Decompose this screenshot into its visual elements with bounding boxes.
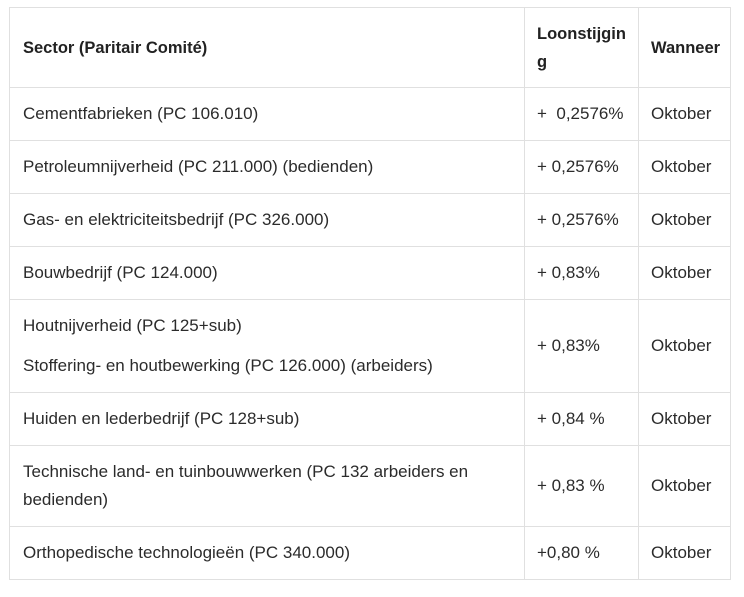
sector-line: Gas- en elektriciteitsbedrijf (PC 326.00… (23, 210, 330, 229)
cell-increase: + 0,83% (524, 299, 639, 393)
cell-increase: +0,80 % (524, 526, 639, 580)
wage-table-container: Sector (Paritair Comité) Loonstijging Wa… (9, 7, 731, 580)
table-header-row: Sector (Paritair Comité) Loonstijging Wa… (9, 7, 731, 88)
cell-when: Oktober (638, 526, 731, 580)
cell-sector: Cementfabrieken (PC 106.010) (9, 87, 525, 141)
sector-line: Orthopedische technologieën (PC 340.000) (23, 543, 350, 562)
cell-when: Oktober (638, 299, 731, 393)
table-row: Bouwbedrijf (PC 124.000) + 0,83% Oktober (9, 246, 731, 300)
table-row: Houtnijverheid (PC 125+sub) Stoffering- … (9, 299, 731, 393)
cell-sector: Petroleumnijverheid (PC 211.000) (bedien… (9, 140, 525, 194)
cell-when: Oktober (638, 445, 731, 527)
cell-increase: + 0,83 % (524, 445, 639, 527)
cell-sector: Orthopedische technologieën (PC 340.000) (9, 526, 525, 580)
cell-when: Oktober (638, 193, 731, 247)
header-increase: Loonstijging (524, 7, 639, 88)
cell-sector: Technische land- en tuinbouwwerken (PC 1… (9, 445, 525, 527)
cell-when: Oktober (638, 246, 731, 300)
table-row: Huiden en lederbedrijf (PC 128+sub) + 0,… (9, 392, 731, 446)
cell-sector: Bouwbedrijf (PC 124.000) (9, 246, 525, 300)
header-when: Wanneer (638, 7, 731, 88)
cell-when: Oktober (638, 140, 731, 194)
sector-line: Cementfabrieken (PC 106.010) (23, 104, 259, 123)
table-row: Petroleumnijverheid (PC 211.000) (bedien… (9, 140, 731, 194)
sector-line: Technische land- en tuinbouwwerken (PC 1… (23, 462, 469, 509)
sector-line: Huiden en lederbedrijf (PC 128+sub) (23, 409, 300, 428)
cell-increase: + 0,83% (524, 246, 639, 300)
wage-increase-table: Sector (Paritair Comité) Loonstijging Wa… (9, 7, 731, 580)
table-row: Technische land- en tuinbouwwerken (PC 1… (9, 445, 731, 527)
sector-line: Stoffering- en houtbewerking (PC 126.000… (23, 356, 433, 375)
table-row: Orthopedische technologieën (PC 340.000)… (9, 526, 731, 580)
table-row: Gas- en elektriciteitsbedrijf (PC 326.00… (9, 193, 731, 247)
cell-increase: + 0,2576% (524, 140, 639, 194)
sector-line: Houtnijverheid (PC 125+sub) (23, 316, 242, 335)
cell-increase: + 0,2576% (524, 193, 639, 247)
cell-sector: Gas- en elektriciteitsbedrijf (PC 326.00… (9, 193, 525, 247)
cell-when: Oktober (638, 87, 731, 141)
sector-line: Petroleumnijverheid (PC 211.000) (bedien… (23, 157, 374, 176)
sector-line: Bouwbedrijf (PC 124.000) (23, 263, 218, 282)
table-row: Cementfabrieken (PC 106.010) + 0,2576% O… (9, 87, 731, 141)
cell-sector: Houtnijverheid (PC 125+sub) Stoffering- … (9, 299, 525, 393)
header-sector: Sector (Paritair Comité) (9, 7, 525, 88)
cell-increase: + 0,2576% (524, 87, 639, 141)
cell-increase: + 0,84 % (524, 392, 639, 446)
cell-when: Oktober (638, 392, 731, 446)
cell-sector: Huiden en lederbedrijf (PC 128+sub) (9, 392, 525, 446)
